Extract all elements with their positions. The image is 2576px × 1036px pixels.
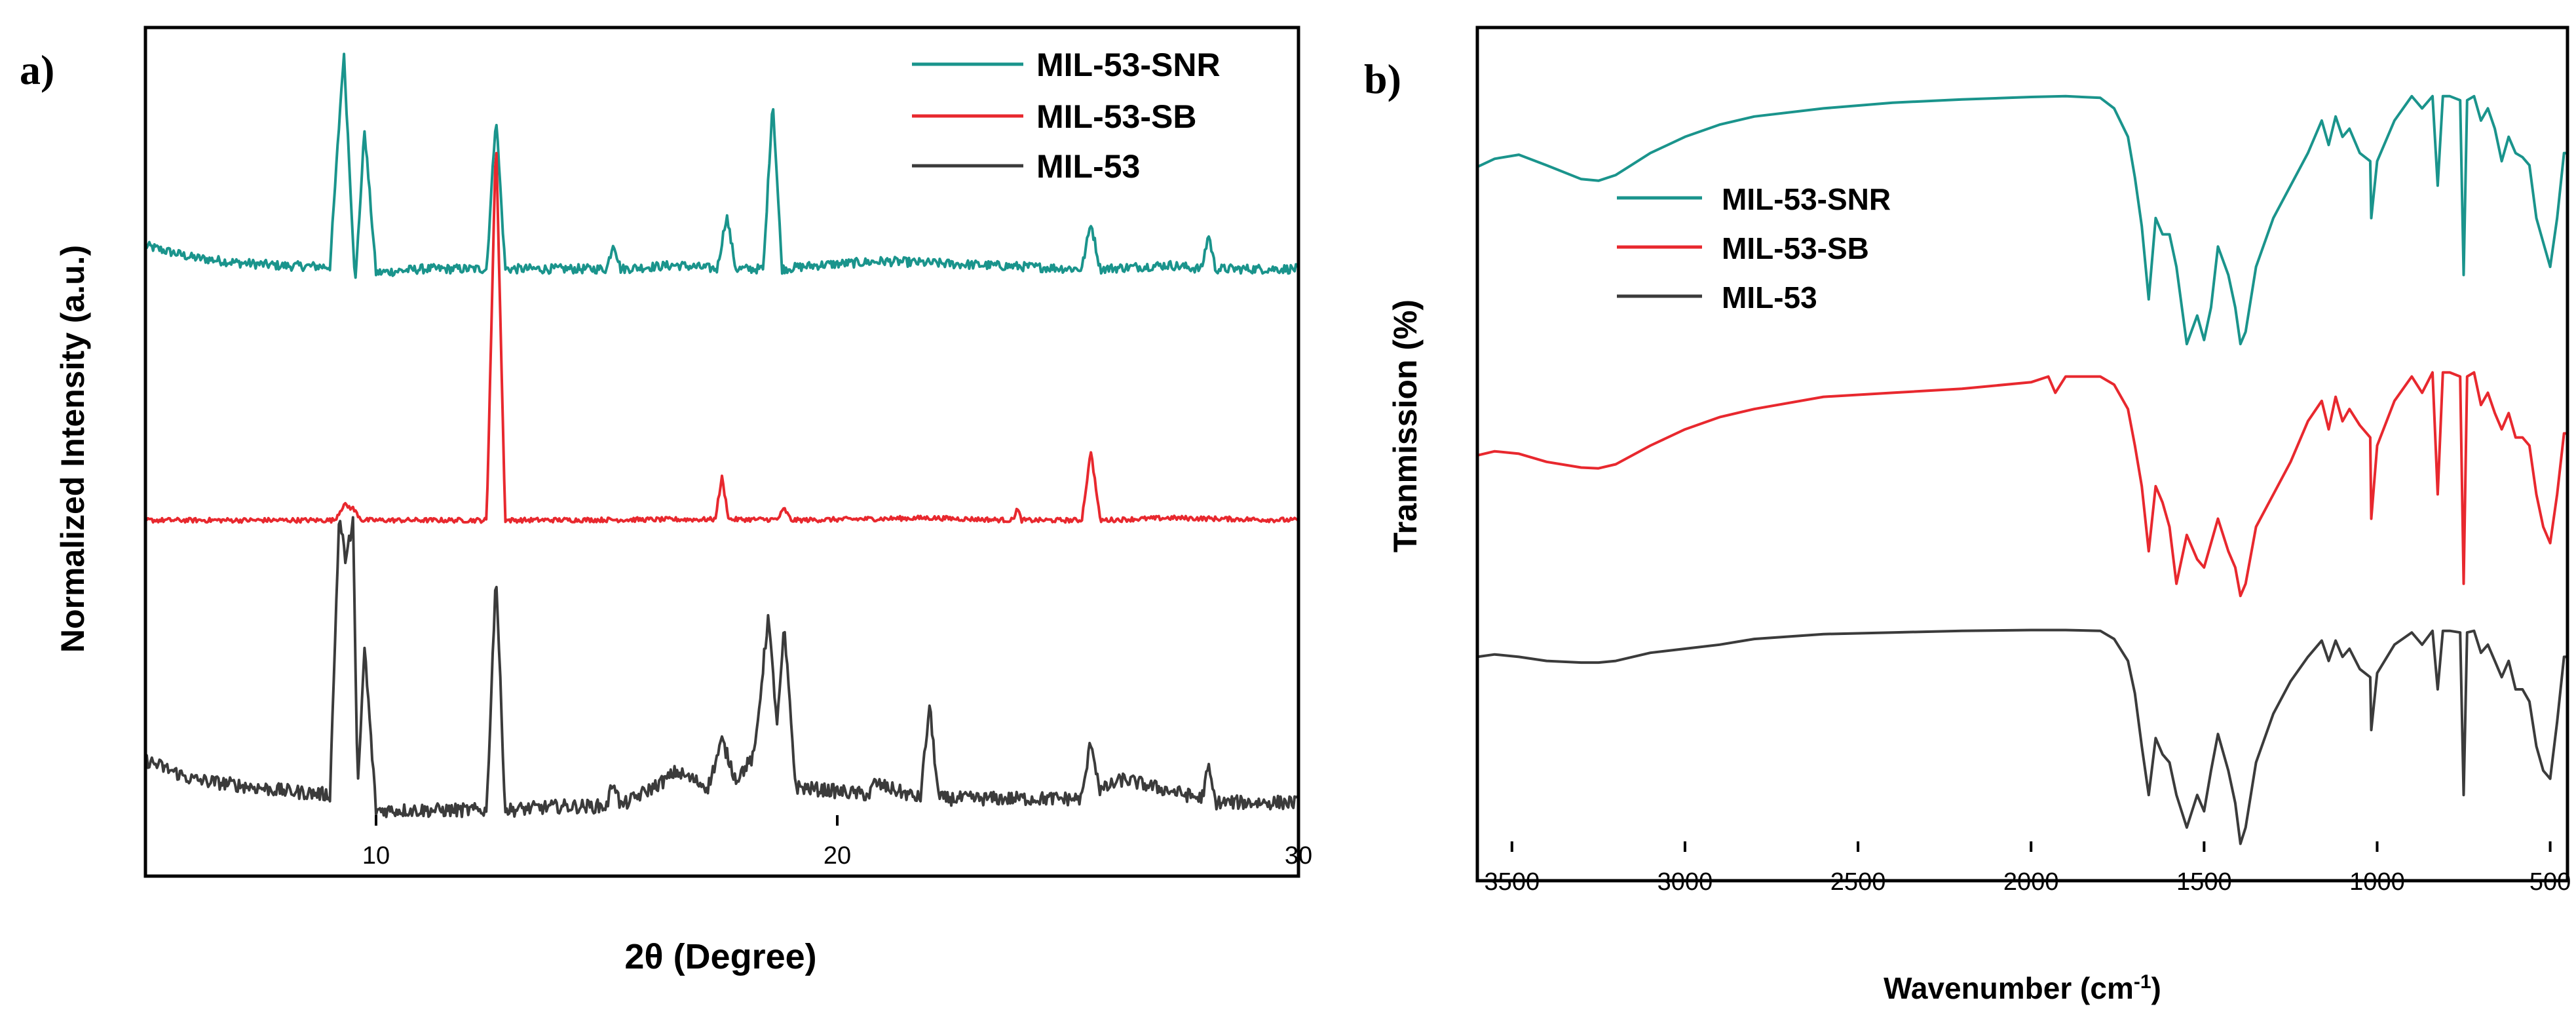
legend-label-mil-53-snr: MIL-53-SNR — [1036, 47, 1221, 83]
x-tick-label: 20 — [824, 842, 851, 870]
x-tick-label: 2500 — [1830, 868, 1886, 896]
x-tick-label: 3500 — [1485, 868, 1540, 896]
panel-b-y-axis-title: Tranmission (%) — [1387, 299, 1424, 552]
series-line-mil-53-snr — [144, 52, 1300, 279]
series-line-mil-53-sb — [1477, 371, 2567, 598]
panel-a-plot-frame — [143, 26, 1300, 878]
panel-b-x-axis-title-sup: -1 — [2134, 971, 2151, 993]
x-tick-label: 1000 — [2349, 868, 2405, 896]
x-tick-label: 1500 — [2176, 868, 2232, 896]
panel-a-letter: a) — [20, 47, 54, 93]
panel-b-x-ticks: 3500 3000 2500 2000 1500 1000 500 — [1485, 841, 2571, 896]
series-line-mil-53-sb — [144, 151, 1300, 524]
panel-b-x-axis-title-end: ) — [2151, 971, 2161, 1005]
legend-label-mil-53-sb: MIL-53-SB — [1036, 98, 1196, 135]
series-line-mil-53 — [144, 516, 1300, 818]
panel-a-legend: MIL-53-SNR MIL-53-SB MIL-53 — [912, 47, 1221, 185]
legend-label-mil-53-snr: MIL-53-SNR — [1722, 182, 1891, 216]
panel-b-letter: b) — [1364, 56, 1401, 102]
ftir-panel: b) Tranmission (%) 3500 3000 2500 2000 1500 1… — [1364, 26, 2571, 1006]
panel-b-plot-frame — [1475, 26, 2569, 883]
x-tick-label: 2000 — [2003, 868, 2059, 896]
panel-b-series-group — [1477, 94, 2567, 845]
x-tick-label: 3000 — [1657, 868, 1713, 896]
panel-b-x-axis-title-main: Wavenumber (cm — [1884, 971, 2134, 1005]
series-line-mil-53-snr — [1477, 94, 2567, 345]
legend-label-mil-53: MIL-53 — [1722, 280, 1817, 315]
legend-label-mil-53: MIL-53 — [1036, 148, 1140, 185]
panel-a-y-axis-title: Normalized Intensity (a.u.) — [54, 245, 91, 653]
x-tick-label: 30 — [1285, 842, 1312, 870]
x-tick-label: 10 — [362, 842, 390, 870]
series-line-mil-53 — [1477, 628, 2567, 845]
panel-a-x-ticks: 10 20 30 — [362, 815, 1312, 870]
xrd-panel: a) Normalized Intensity (a.u.) 10 20 30 2θ… — [20, 26, 1312, 976]
panel-b-legend: MIL-53-SNR MIL-53-SB MIL-53 — [1617, 182, 1891, 315]
panel-a-series-group — [144, 52, 1300, 818]
x-tick-label: 500 — [2529, 868, 2571, 896]
panel-b-x-axis-title: Wavenumber (cm-1) — [1884, 971, 2161, 1006]
legend-label-mil-53-sb: MIL-53-SB — [1722, 231, 1869, 265]
panel-a-x-axis-title: 2θ (Degree) — [624, 937, 816, 976]
